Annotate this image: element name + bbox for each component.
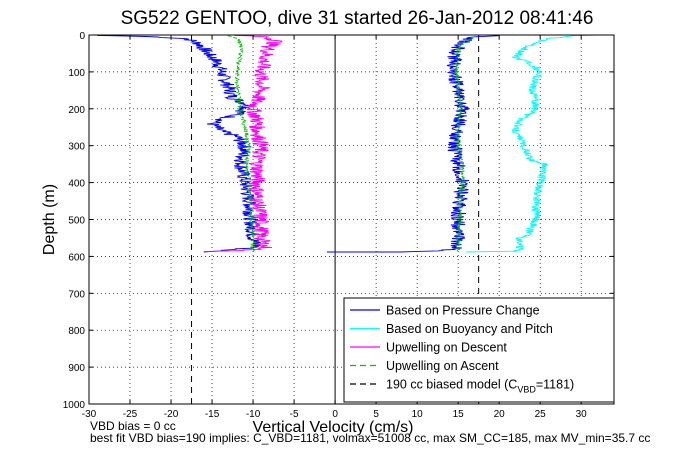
y-tick-label: 700 [68,289,85,300]
x-tick-label: 20 [494,409,506,420]
series-line [453,36,475,252]
x-tick-label: -10 [246,409,261,420]
x-tick-label: 30 [576,409,588,420]
x-tick-label: 5 [373,409,379,420]
x-tick-label: -25 [123,409,138,420]
x-tick-label: -20 [164,409,179,420]
series-line [326,35,500,253]
y-tick-label: 500 [68,216,85,227]
legend-label: Based on Pressure Change [386,304,540,318]
series-line [203,34,283,253]
y-tick-label: 300 [68,142,85,153]
x-tick-label: 25 [535,409,547,420]
x-tick-label: -30 [82,409,97,420]
axis-ticks: -30 -25 -20 -15 -10 -5 0 5 10 15 20 25 3001002003004… [63,31,614,420]
y-tick-label: 400 [68,179,85,190]
series-line [227,35,257,252]
footer-line-2: best fit VBD bias=190 implies: C_VBD=118… [90,431,651,445]
legend-label: Upwelling on Descent [386,341,507,355]
legend-label: 190 cc biased model (CVBD=1181) [386,378,574,395]
x-tick-label: 10 [412,409,424,420]
x-tick-label: 15 [453,409,465,420]
x-tick-label: 0 [332,409,338,420]
y-tick-label: 900 [68,363,85,374]
series-line [466,34,598,253]
y-tick-label: 200 [68,105,85,116]
chart-title: SG522 GENTOO, dive 31 started 26-Jan-201… [121,8,594,29]
legend-label: Based on Buoyancy and Pitch [386,322,553,336]
series-line [97,34,261,253]
x-tick-label: -5 [290,409,299,420]
footer-line-1: VBD bias = 0 cc [90,419,176,433]
y-tick-label: 800 [68,326,85,337]
y-tick-label: 0 [79,31,85,42]
legend: Based on Pressure Change Based on Buoyanc… [343,297,615,403]
legend-box [343,297,615,403]
x-axis-label: Vertical Velocity (cm/s) [253,419,414,436]
y-axis-label: Depth (m) [41,184,58,255]
y-tick-label: 600 [68,252,85,263]
x-tick-label: -15 [205,409,220,420]
y-tick-label: 1000 [63,400,86,411]
plot-series [97,34,598,404]
y-tick-label: 100 [68,68,85,79]
legend-label: Upwelling on Ascent [386,359,499,373]
